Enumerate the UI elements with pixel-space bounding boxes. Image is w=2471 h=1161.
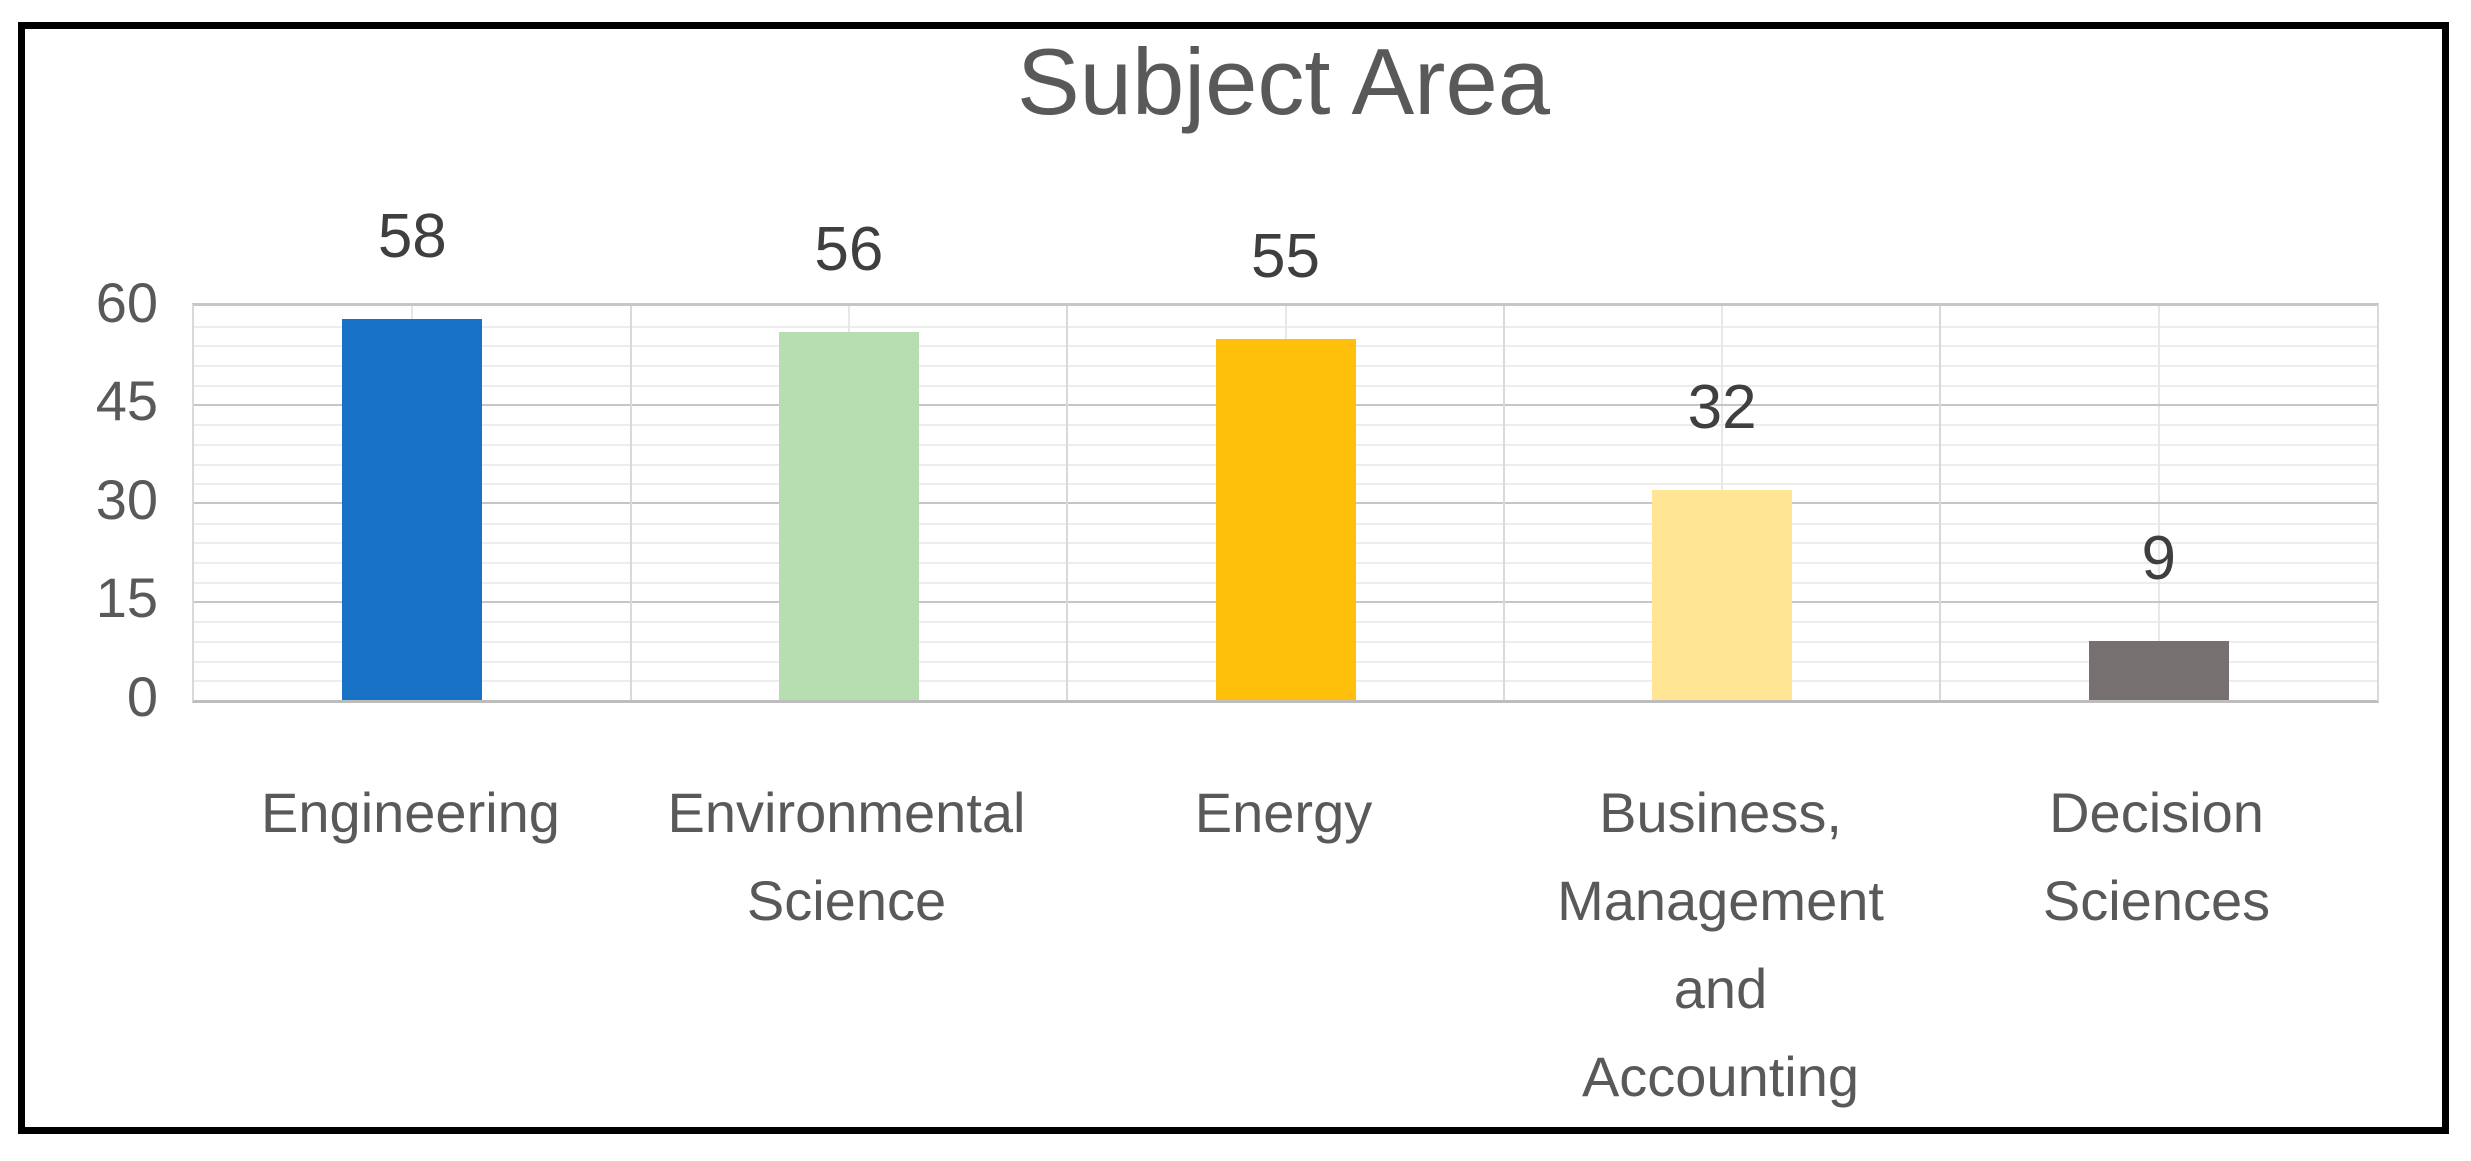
gridline-v-boundary <box>1939 306 1942 700</box>
category-label: Business, Management and Accounting <box>1557 781 1884 1108</box>
gridline-v-boundary <box>1066 306 1069 700</box>
bar-value-label: 55 <box>1251 221 1320 291</box>
category-label: Decision Sciences <box>2042 781 2271 932</box>
bar-value-label: 9 <box>2141 523 2176 593</box>
x-axis: Engineering Environmental Science Energy… <box>192 769 2375 1139</box>
bar-value-label: 56 <box>814 215 884 285</box>
y-tick-label: 60 <box>95 271 158 334</box>
bar-environmental-science <box>778 332 919 700</box>
category-label: Environmental Science <box>667 781 1026 932</box>
bar-value-label: 58 <box>377 202 447 272</box>
category-label: Engineering <box>261 781 560 844</box>
chart-outer-border <box>18 22 2449 1134</box>
y-tick-label: 0 <box>126 665 158 728</box>
y-tick-label: 15 <box>95 566 158 629</box>
gridline-v-boundary <box>1502 306 1505 700</box>
gridline-v-boundary <box>629 306 632 700</box>
bar-engineering <box>342 319 483 700</box>
bar-energy <box>1215 338 1356 700</box>
bar-decision-sciences <box>2088 640 2229 700</box>
y-axis: 60 45 30 15 0 <box>20 0 158 1161</box>
y-tick-label: 45 <box>95 369 158 432</box>
category-label: Energy <box>1194 781 1373 844</box>
bar-business-management-and-accounting <box>1652 489 1793 700</box>
bar-value-label: 32 <box>1687 372 1757 442</box>
y-tick-label: 30 <box>95 468 158 531</box>
chart-title: Subject Area <box>1016 29 1551 134</box>
plot-area: 58 56 55 32 9 <box>192 205 2379 703</box>
